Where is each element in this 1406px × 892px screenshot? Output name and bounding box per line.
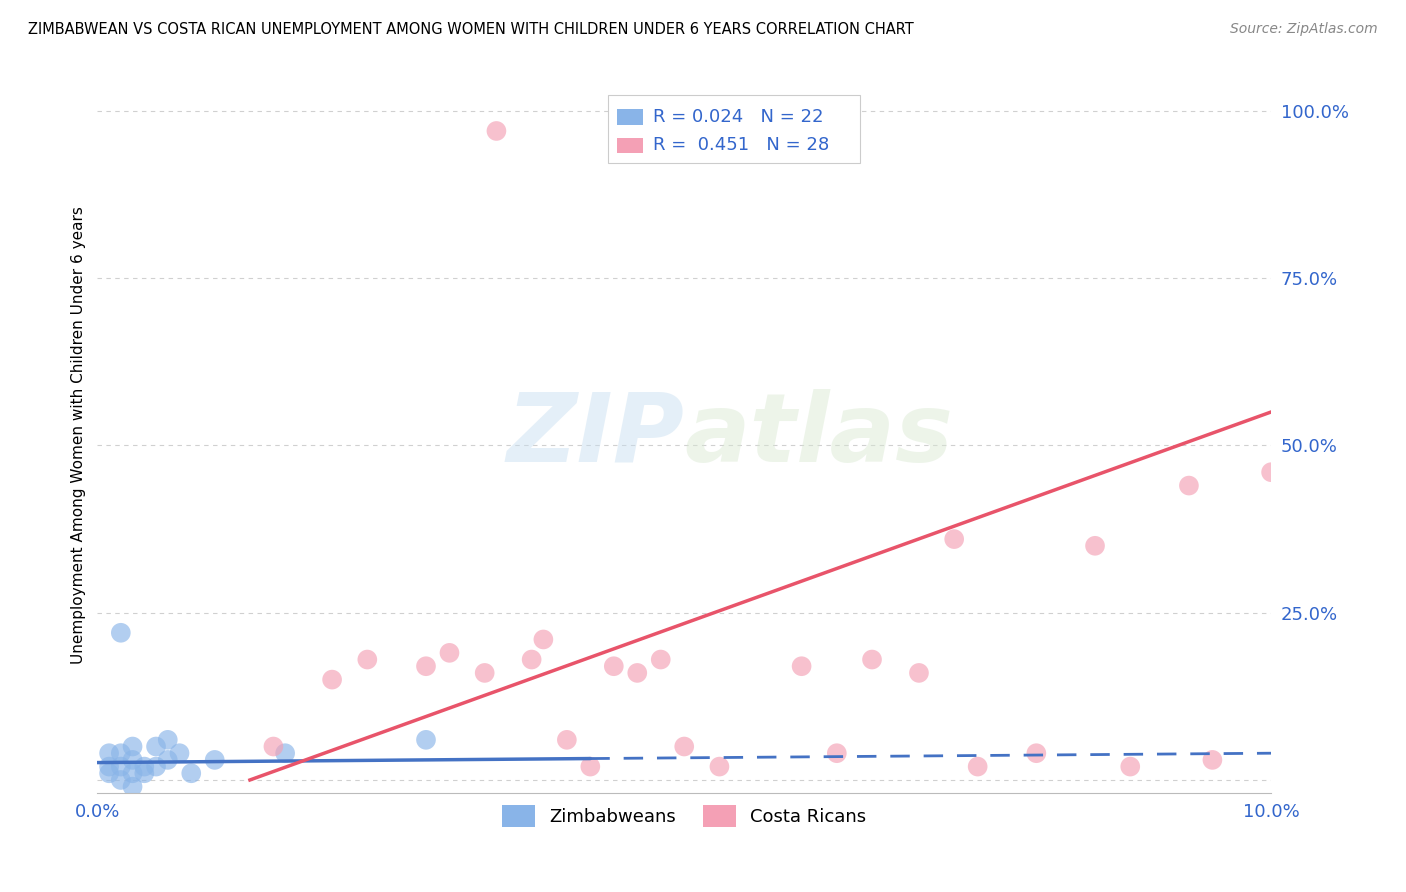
Point: [908, 665, 931, 680]
Point: [110, 772, 132, 787]
Text: atlas: atlas: [685, 389, 953, 482]
Y-axis label: Unemployment Among Women with Children Under 6 years: Unemployment Among Women with Children U…: [72, 206, 86, 665]
Point: [98, 766, 121, 780]
Point: [966, 759, 988, 773]
Point: [98, 746, 121, 760]
Point: [860, 652, 883, 666]
Point: [579, 759, 602, 773]
Point: [204, 753, 226, 767]
Point: [650, 652, 672, 666]
Point: [673, 739, 696, 754]
Point: [262, 739, 284, 754]
Point: [121, 766, 143, 780]
Point: [790, 659, 813, 673]
Point: [98, 759, 121, 773]
Point: [121, 739, 143, 754]
Point: [520, 652, 543, 666]
Point: [134, 766, 156, 780]
Text: Source: ZipAtlas.com: Source: ZipAtlas.com: [1230, 22, 1378, 37]
Text: ZIP: ZIP: [506, 389, 685, 482]
Bar: [617, 137, 643, 153]
Point: [121, 780, 143, 794]
Point: [531, 632, 554, 647]
Point: [180, 766, 202, 780]
Point: [485, 124, 508, 138]
Point: [156, 732, 179, 747]
Point: [439, 646, 461, 660]
Point: [321, 673, 343, 687]
Text: R =  0.451   N = 28: R = 0.451 N = 28: [652, 136, 828, 154]
Point: [943, 532, 966, 546]
Point: [274, 746, 297, 760]
Point: [145, 739, 167, 754]
Point: [1084, 539, 1107, 553]
FancyBboxPatch shape: [607, 95, 860, 163]
Point: [110, 746, 132, 760]
Point: [415, 732, 437, 747]
Point: [1025, 746, 1047, 760]
Point: [474, 665, 496, 680]
Point: [156, 753, 179, 767]
Point: [110, 625, 132, 640]
Point: [1201, 753, 1223, 767]
Text: R = 0.024   N = 22: R = 0.024 N = 22: [652, 108, 823, 126]
Point: [145, 759, 167, 773]
Point: [169, 746, 191, 760]
Point: [1260, 465, 1282, 479]
Point: [825, 746, 848, 760]
Point: [356, 652, 378, 666]
Point: [121, 753, 143, 767]
Point: [603, 659, 626, 673]
Text: ZIMBABWEAN VS COSTA RICAN UNEMPLOYMENT AMONG WOMEN WITH CHILDREN UNDER 6 YEARS C: ZIMBABWEAN VS COSTA RICAN UNEMPLOYMENT A…: [28, 22, 914, 37]
Point: [134, 759, 156, 773]
Point: [555, 732, 578, 747]
Point: [626, 665, 648, 680]
Point: [1178, 478, 1201, 492]
Point: [1119, 759, 1142, 773]
Point: [415, 659, 437, 673]
Legend: Zimbabweans, Costa Ricans: Zimbabweans, Costa Ricans: [495, 798, 873, 834]
Point: [709, 759, 731, 773]
Point: [110, 759, 132, 773]
Bar: [617, 109, 643, 125]
